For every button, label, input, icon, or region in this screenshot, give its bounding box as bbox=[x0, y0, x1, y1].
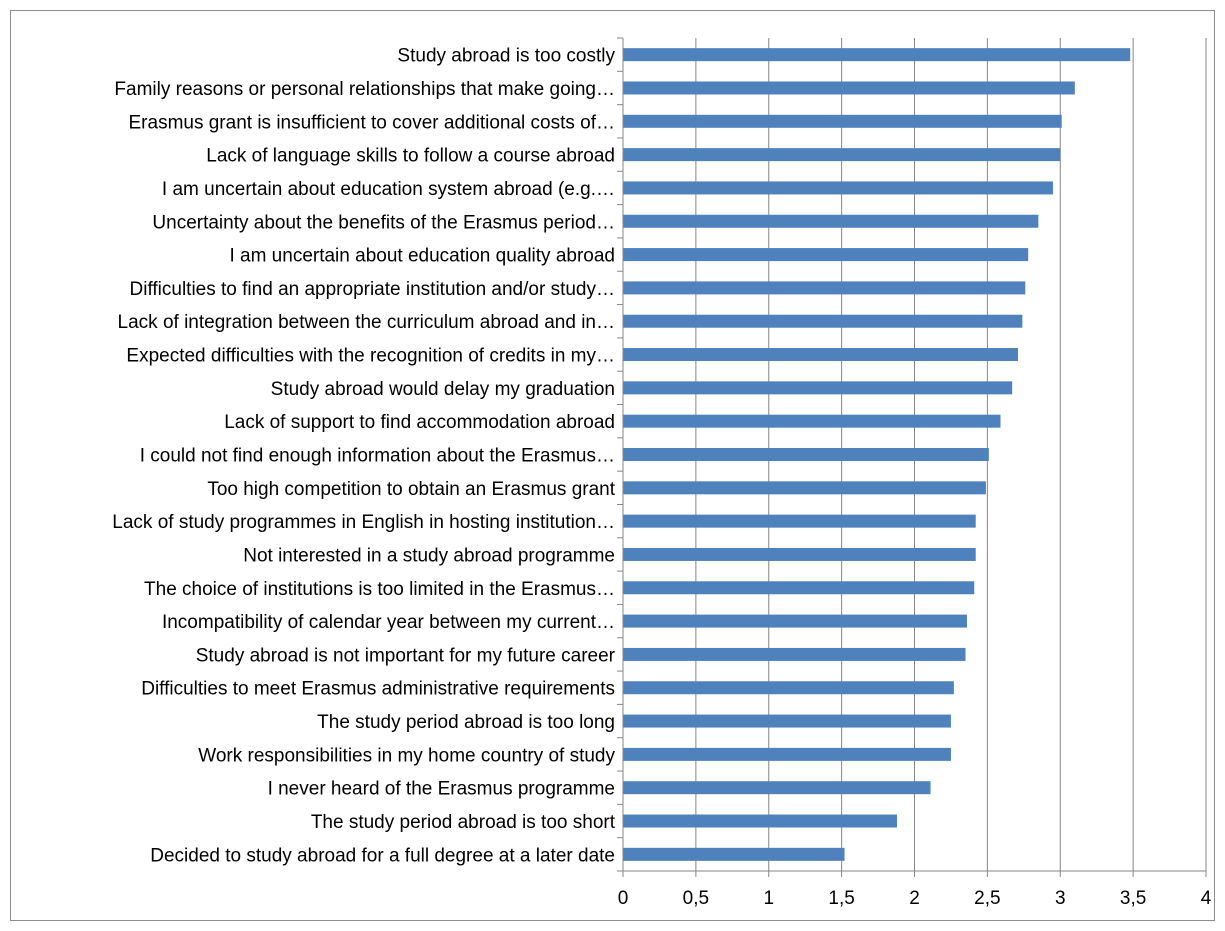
bar bbox=[623, 348, 1018, 362]
category-label: Not interested in a study abroad program… bbox=[243, 545, 615, 566]
category-label: I could not find enough information abou… bbox=[140, 446, 615, 467]
axes bbox=[617, 37, 1207, 877]
category-label: Difficulties to meet Erasmus administrat… bbox=[141, 679, 615, 700]
x-tick-label: 2,5 bbox=[974, 888, 1000, 909]
bar bbox=[623, 114, 1062, 128]
x-tick-labels: 0 0,5 1 1,5 2 2,5 3 3,5 4 bbox=[618, 888, 1212, 909]
category-label: The choice of institutions is too limite… bbox=[144, 579, 615, 600]
bar bbox=[623, 148, 1061, 162]
bar bbox=[623, 514, 976, 528]
category-labels: Study abroad is too costly Family reasons… bbox=[112, 46, 615, 867]
bar bbox=[623, 381, 1013, 395]
category-label: I never heard of the Erasmus programme bbox=[268, 779, 615, 800]
category-label: Work responsibilities in my home country… bbox=[198, 745, 615, 766]
bar bbox=[623, 781, 931, 795]
bar bbox=[623, 814, 898, 828]
category-label: Lack of support to find accommodation ab… bbox=[224, 412, 615, 433]
category-label: Too high competition to obtain an Erasmu… bbox=[207, 479, 615, 500]
bar bbox=[623, 314, 1023, 328]
category-label: Incompatibility of calendar year between… bbox=[162, 612, 615, 633]
x-tick-label: 3 bbox=[1055, 888, 1066, 909]
bar bbox=[623, 414, 1001, 428]
category-label: The study period abroad is too short bbox=[311, 812, 616, 833]
category-label: Study abroad is not important for my fut… bbox=[196, 645, 616, 666]
category-label: Lack of integration between the curricul… bbox=[118, 312, 615, 333]
bar bbox=[623, 747, 951, 761]
category-label: The study period abroad is too long bbox=[317, 712, 615, 733]
bar bbox=[623, 181, 1053, 195]
bar bbox=[623, 647, 966, 661]
chart-frame bbox=[10, 10, 1215, 921]
x-tick-label: 3,5 bbox=[1120, 888, 1146, 909]
bar bbox=[623, 714, 951, 728]
x-tick-label: 1 bbox=[763, 888, 774, 909]
category-label: Expected difficulties with the recogniti… bbox=[126, 346, 615, 367]
category-label: Decided to study abroad for a full degre… bbox=[150, 845, 615, 866]
bar bbox=[623, 614, 967, 628]
category-label: Lack of study programmes in English in h… bbox=[112, 512, 615, 533]
category-label: Study abroad is too costly bbox=[397, 46, 615, 67]
category-label: Uncertainty about the benefits of the Er… bbox=[152, 212, 615, 233]
bar bbox=[623, 48, 1131, 62]
bar bbox=[623, 681, 954, 695]
bar bbox=[623, 281, 1026, 295]
x-tick-label: 0,5 bbox=[683, 888, 709, 909]
bar bbox=[623, 481, 986, 495]
bar bbox=[623, 581, 975, 595]
x-tick-label: 4 bbox=[1201, 888, 1212, 909]
category-label: I am uncertain about education system ab… bbox=[162, 179, 615, 200]
category-label: Difficulties to find an appropriate inst… bbox=[130, 279, 615, 300]
category-label: Family reasons or personal relationships… bbox=[114, 79, 615, 100]
bars bbox=[623, 48, 1131, 861]
x-tick-label: 1,5 bbox=[828, 888, 854, 909]
bar bbox=[623, 248, 1029, 262]
x-tick-label: 2 bbox=[909, 888, 920, 909]
bar bbox=[623, 448, 989, 461]
category-label: I am uncertain about education quality a… bbox=[229, 246, 615, 267]
bar bbox=[623, 81, 1075, 95]
bar bbox=[623, 847, 845, 861]
category-label: Erasmus grant is insufficient to cover a… bbox=[129, 112, 616, 133]
category-label: Lack of language skills to follow a cour… bbox=[206, 146, 615, 167]
category-label: Study abroad would delay my graduation bbox=[271, 379, 615, 400]
x-tick-label: 0 bbox=[618, 888, 629, 909]
bar bbox=[623, 547, 976, 561]
bar bbox=[623, 214, 1039, 228]
